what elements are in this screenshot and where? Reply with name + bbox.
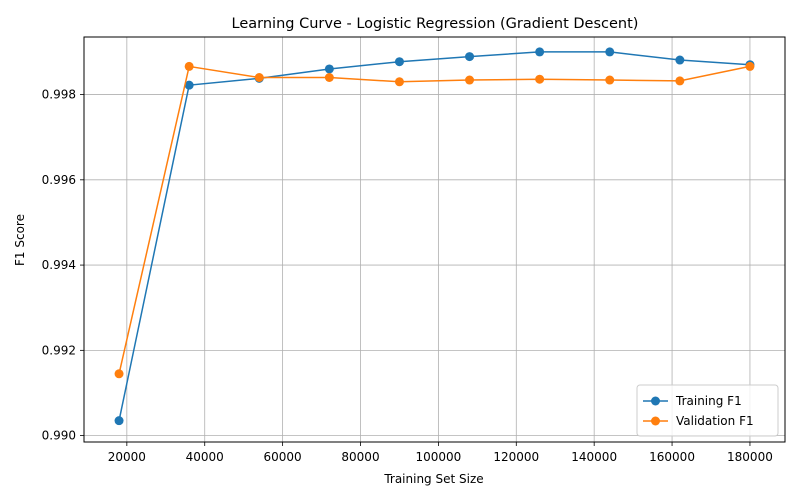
x-tick-label: 80000 xyxy=(341,450,379,464)
legend: Training F1 Validation F1 xyxy=(636,384,779,437)
data-point xyxy=(675,76,685,86)
series-validation-f1 xyxy=(114,61,755,379)
x-tick-label: 160000 xyxy=(649,450,695,464)
y-tick-label: 0.990 xyxy=(42,429,76,443)
legend-label: Training F1 xyxy=(675,394,742,408)
data-point xyxy=(605,75,615,85)
series-line xyxy=(118,51,751,421)
data-point xyxy=(465,52,475,62)
data-point xyxy=(254,73,264,82)
data-point xyxy=(184,61,194,71)
x-tick-label: 100000 xyxy=(415,450,461,464)
data-point xyxy=(535,47,545,57)
data-point xyxy=(675,55,685,65)
x-axis-label: Training Set Size xyxy=(383,472,483,486)
legend-item: Training F1 xyxy=(643,394,742,408)
x-tick-label: 180000 xyxy=(727,450,773,464)
x-tick-label: 140000 xyxy=(571,450,617,464)
data-point xyxy=(745,61,755,71)
x-tick-label: 20000 xyxy=(108,450,146,464)
legend-marker xyxy=(651,396,660,406)
data-point xyxy=(394,57,404,67)
data-point xyxy=(324,73,334,82)
x-tick-label: 120000 xyxy=(493,450,539,464)
data-point xyxy=(605,47,615,57)
legend-label: Validation F1 xyxy=(676,414,754,428)
y-axis-label: F1 Score xyxy=(13,214,27,266)
data-point xyxy=(184,80,194,90)
chart-title: Learning Curve - Logistic Regression (Gr… xyxy=(232,16,639,32)
legend-box xyxy=(636,384,779,437)
data-point xyxy=(465,75,475,85)
data-point xyxy=(114,369,124,379)
data-point xyxy=(535,74,545,84)
y-tick-label: 0.996 xyxy=(42,173,76,187)
y-tick-label: 0.992 xyxy=(42,343,76,357)
grid-lines xyxy=(84,37,785,442)
data-point xyxy=(114,416,124,426)
axis-ticks: 20000 40000 60000 80000 100000 120000 140000 16… xyxy=(42,88,773,464)
series-training-f1 xyxy=(114,47,755,426)
series-lines xyxy=(114,47,755,426)
plot-area xyxy=(83,36,786,443)
legend-item: Validation F1 xyxy=(643,414,754,428)
legend-marker xyxy=(651,416,660,426)
y-tick-label: 0.998 xyxy=(42,88,76,102)
x-tick-label: 40000 xyxy=(186,450,224,464)
data-point xyxy=(394,77,404,87)
y-tick-label: 0.994 xyxy=(42,258,76,272)
series-line xyxy=(118,65,751,374)
data-point xyxy=(324,64,334,74)
x-tick-label: 60000 xyxy=(264,450,302,464)
